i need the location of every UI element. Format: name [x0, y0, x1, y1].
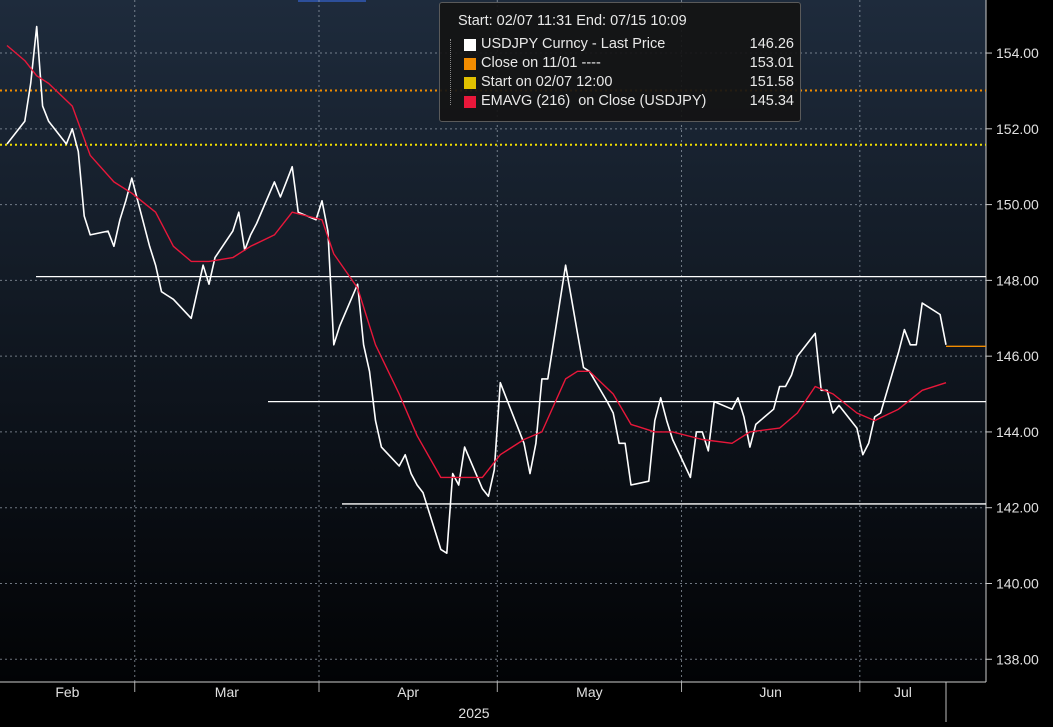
legend-item-emavg[interactable]: EMAVG (216) on Close (USDJPY) 145.34 — [464, 93, 794, 112]
emavg-line — [6, 44, 947, 479]
y-tick-label: 146.00 — [996, 348, 1039, 364]
legend-value: 146.26 — [749, 36, 794, 52]
legend-swatch-start — [464, 77, 476, 89]
legend-value: 153.01 — [749, 55, 794, 71]
y-tick-label: 154.00 — [996, 45, 1039, 61]
y-tick-label: 140.00 — [996, 575, 1039, 591]
legend-item-close[interactable]: Close on 11/01 ---- 153.01 — [464, 55, 794, 74]
y-tick-label: 138.00 — [996, 651, 1039, 667]
legend-value: 151.58 — [749, 74, 794, 90]
legend-value: 145.34 — [749, 93, 794, 109]
top-marker — [298, 0, 366, 2]
y-tick-label: 148.00 — [996, 272, 1039, 288]
legend-swatch-emavg — [464, 96, 476, 108]
legend-item-usdjpy[interactable]: USDJPY Curncy - Last Price 146.26 — [464, 36, 794, 55]
usdjpy-price-line — [6, 25, 947, 555]
legend-swatch-close — [464, 58, 476, 70]
x-tick-label: May — [576, 684, 602, 700]
legend-header: Start: 02/07 11:31 End: 07/15 10:09 — [458, 13, 687, 29]
x-tick-label: Jul — [894, 684, 912, 700]
y-tick-label: 150.00 — [996, 197, 1039, 213]
legend-label: USDJPY Curncy - Last Price — [481, 36, 666, 52]
chart-legend: Start: 02/07 11:31 End: 07/15 10:09 USDJ… — [439, 2, 801, 122]
x-tick-label: Feb — [55, 684, 79, 700]
y-axis-strip — [986, 0, 1053, 682]
legend-label: Close on 11/01 ---- — [481, 55, 601, 71]
y-tick-label: 144.00 — [996, 424, 1039, 440]
year-label: 2025 — [458, 705, 489, 721]
axis-strip — [0, 682, 1053, 722]
x-tick-label: Jun — [759, 684, 782, 700]
x-tick-label: Apr — [397, 684, 419, 700]
y-tick-label: 152.00 — [996, 121, 1039, 137]
legend-swatch-usdjpy — [464, 39, 476, 51]
legend-label: Start on 02/07 12:00 — [481, 74, 613, 90]
legend-label: EMAVG (216) on Close (USDJPY) — [481, 93, 707, 109]
legend-item-start[interactable]: Start on 02/07 12:00 151.58 — [464, 74, 794, 93]
x-tick-label: Mar — [215, 684, 239, 700]
y-tick-label: 142.00 — [996, 500, 1039, 516]
legend-tree-connector — [450, 39, 459, 105]
